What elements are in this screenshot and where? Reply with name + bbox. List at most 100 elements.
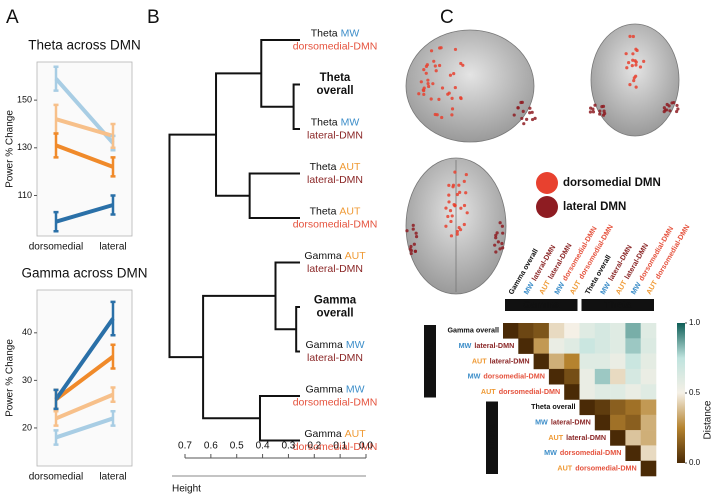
heatmap-cell (594, 338, 611, 354)
label-part: AUT (345, 428, 367, 440)
label-part: overall (316, 85, 353, 97)
label-part: Gamma (304, 428, 342, 440)
brain-dot (440, 86, 445, 90)
heatmap-cell (564, 338, 580, 354)
legend-label: dorsomedial DMN (563, 177, 661, 189)
legend-swatch (536, 196, 558, 218)
label-part: MW (535, 417, 548, 426)
brain-dot (440, 115, 444, 120)
leaf-label: lateral-DMN (307, 174, 363, 186)
brain-dot (422, 86, 426, 90)
brain-dot (449, 219, 453, 224)
label-part: dorsomedial-DMN (293, 396, 378, 408)
label-part: lateral-DMN (566, 433, 606, 442)
label-part: Gamma (304, 250, 342, 262)
brain-dot (444, 206, 448, 210)
brain-dot (408, 247, 412, 251)
brain-dot (446, 92, 450, 96)
brain-dot (437, 97, 441, 101)
brain-dot (665, 108, 669, 112)
heatmap-cell (625, 399, 641, 416)
brain-dot (412, 242, 416, 246)
leaf-label: Theta MW (311, 116, 360, 128)
x-tick-label: 0.5 (230, 441, 244, 452)
brain-dot (530, 117, 535, 122)
brain-dot (422, 68, 426, 72)
brain-dot (632, 79, 636, 83)
brain-dot (451, 183, 456, 187)
heatmap-cell (625, 414, 641, 431)
brain-dot (455, 192, 460, 197)
dendrogram-link (295, 306, 300, 353)
brain-dot (676, 107, 680, 111)
heatmap-cell (579, 399, 596, 416)
brain-dot (667, 104, 671, 108)
heatmap-cell (640, 460, 657, 477)
error-bar (110, 343, 116, 370)
heatmap-cell (640, 399, 657, 416)
label-part: dorsomedial-DMN (483, 371, 545, 380)
label-part: Gamma overall (447, 326, 499, 335)
brain-dot (433, 64, 437, 68)
brain-dot (459, 61, 463, 66)
leaf-label: Gamma AUT (304, 428, 366, 440)
label-part: AUT (548, 433, 563, 442)
brain-dot (419, 80, 423, 84)
y-tick-label: 110 (18, 190, 32, 200)
brain-dot (662, 110, 666, 114)
brain-dot (411, 227, 415, 231)
legend-swatch (536, 172, 558, 194)
heatmap-cell (533, 353, 550, 370)
row-label: MW dorsomedial-DMN (468, 371, 545, 380)
brain-dot (501, 231, 505, 235)
heatmap-cell (564, 368, 580, 385)
brain-dot (453, 47, 458, 52)
heatmap-cell (640, 323, 657, 339)
heatmap-cell (548, 353, 565, 370)
heatmap-cell (594, 323, 611, 339)
row-label: AUT dorsomedial-DMN (557, 463, 636, 472)
group-bar (505, 299, 578, 311)
series-line (54, 354, 115, 402)
brain-dot (464, 191, 468, 195)
label-part: AUT (339, 205, 361, 217)
label-part: dorsomedial-DMN (293, 218, 378, 230)
brain-dot (448, 73, 453, 77)
brain-dot (409, 251, 413, 256)
brain-dot (429, 97, 433, 101)
x-tick-label: dorsomedial (29, 472, 83, 483)
label-part: MW (468, 371, 481, 380)
heatmap-cell (640, 384, 657, 400)
x-tick-label: dorsomedial (29, 242, 83, 253)
brain-dot (670, 101, 674, 105)
label-part: Gamma (314, 295, 357, 307)
brain-dot (512, 113, 516, 117)
brain-dot (422, 89, 426, 93)
heatmap-cell (625, 338, 641, 354)
label-part: Theta (310, 205, 337, 217)
brain-dot (494, 233, 498, 237)
label-part: lateral-DMN (307, 352, 363, 364)
heatmap-cell (610, 323, 626, 339)
dendrogram-link (215, 72, 262, 197)
heatmap-cell (625, 445, 641, 461)
heatmap-cell (533, 338, 550, 354)
brain-dot (521, 109, 525, 113)
group-bar (424, 325, 436, 398)
colorbar-tick-label: 0.0 (689, 458, 701, 467)
error-bar (110, 300, 116, 337)
brain-dot (588, 110, 592, 114)
x-tick-label: 0.2 (307, 441, 321, 452)
brain-dot (498, 221, 502, 225)
colorbar-tick-label: 1.0 (689, 318, 701, 327)
brain-dot (634, 85, 638, 89)
heatmap-cell (640, 353, 657, 370)
brain-dot (462, 222, 466, 227)
label-part: MW (341, 27, 360, 39)
label-part: MW (346, 339, 365, 351)
label-part: Gamma (305, 383, 343, 395)
error-bar (53, 65, 59, 92)
heatmap-cell (594, 368, 611, 385)
leaf-label: Gamma MW (305, 339, 364, 351)
heatmap-cell (579, 368, 596, 385)
